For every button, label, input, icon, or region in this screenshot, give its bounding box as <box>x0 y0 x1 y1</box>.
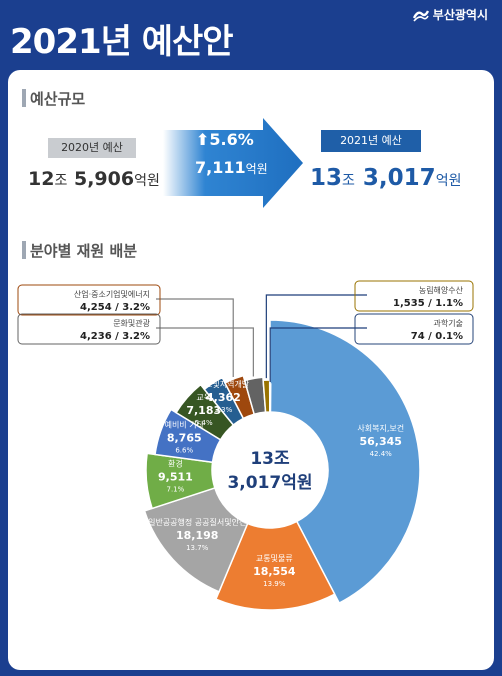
city-logo: 부산광역시 <box>412 6 488 23</box>
logo-text: 부산광역시 <box>432 8 488 22</box>
slice-value-label: 9,511 <box>158 471 193 484</box>
slice-name-label: 교육 <box>196 393 211 402</box>
slice-value-label: 74 / 0.1% <box>411 331 463 342</box>
slice-pct-label: 6.6% <box>175 447 193 455</box>
slice-value-label: 18,554 <box>253 565 296 578</box>
slice-name-label: 예비비 기타 <box>165 420 205 430</box>
callout-box <box>354 280 474 312</box>
center-label-line2: 3,017억원 <box>227 473 312 493</box>
allocation-pie-chart: 사회복지,보건 56,345 42.4% 교통및물류 18,554 13.9% 일반공공행정… <box>17 280 474 611</box>
section-marker <box>22 89 26 107</box>
page-title: 2021년 예산안 <box>10 22 234 62</box>
wave-logo-icon <box>412 9 429 22</box>
callout-box <box>354 313 474 345</box>
slice-value-label: 1,535 / 1.1% <box>393 298 463 309</box>
slice-value-label: 8,765 <box>167 432 202 445</box>
leader-line <box>156 327 254 377</box>
chart-center <box>212 412 328 528</box>
slice-value-label: 56,345 <box>360 435 402 448</box>
curr-year-value: 13조 3,017억원 <box>310 165 462 191</box>
section-marker <box>22 241 26 259</box>
pie-slice <box>268 383 272 413</box>
slice-pct-label: 5.4% <box>195 419 213 427</box>
slice-name-label: 과학기술 <box>434 318 463 328</box>
growth-arrow <box>163 118 303 208</box>
center-label-line1: 13조 <box>250 449 290 469</box>
allocation-title: 분야별 재원 배분 <box>30 242 138 260</box>
callout-box <box>17 313 161 345</box>
slice-pct-label: 42.4% <box>370 450 393 458</box>
slice-name-label: 국토및지역개발 <box>198 379 250 389</box>
leader-line <box>269 327 367 383</box>
slice-value-label: 4,362 <box>206 391 241 404</box>
up-arrow-icon: ⬆ <box>196 130 210 149</box>
slice-value-label: 4,236 / 3.2% <box>80 331 150 342</box>
content-panel: 예산규모 2020년 예산 12조 5,906억원 ⬆5.6% 7,111억원 … <box>8 70 494 670</box>
callout-box <box>17 284 161 316</box>
slice-name-label: 일반공공행정 공공질서및안전 <box>148 517 246 527</box>
slice-name-label: 산업·중소기업및에너지 <box>74 289 150 299</box>
slice-pct-label: 3.3% <box>215 406 233 414</box>
slice-name-label: 교통및물류 <box>256 553 293 563</box>
slice-name-label: 사회복지,보건 <box>357 423 404 433</box>
pie-slice <box>145 452 216 510</box>
slice-name-label: 환경 <box>168 459 183 469</box>
slice-value-label: 18,198 <box>176 529 218 542</box>
prev-year-label: 2020년 예산 <box>48 138 136 158</box>
slice-value-label: 4,254 / 3.2% <box>80 302 150 313</box>
slice-pct-label: 13.7% <box>186 544 209 552</box>
slice-pct-label: 13.9% <box>263 580 286 588</box>
growth-percent: ⬆5.6% <box>196 130 254 149</box>
slice-value-label: 7,183 <box>186 404 221 417</box>
budget-scale-title: 예산규모 <box>30 90 86 108</box>
leader-line <box>265 294 367 379</box>
prev-year-value: 12조 5,906억원 <box>28 168 160 190</box>
leader-line <box>156 298 234 378</box>
slice-name-label: 농림해양수산 <box>419 285 464 295</box>
slice-name-label: 문화및관광 <box>113 318 150 328</box>
growth-amount: 7,111억원 <box>195 158 268 177</box>
slice-pct-label: 7.1% <box>166 486 184 494</box>
curr-year-label: 2021년 예산 <box>321 130 421 152</box>
